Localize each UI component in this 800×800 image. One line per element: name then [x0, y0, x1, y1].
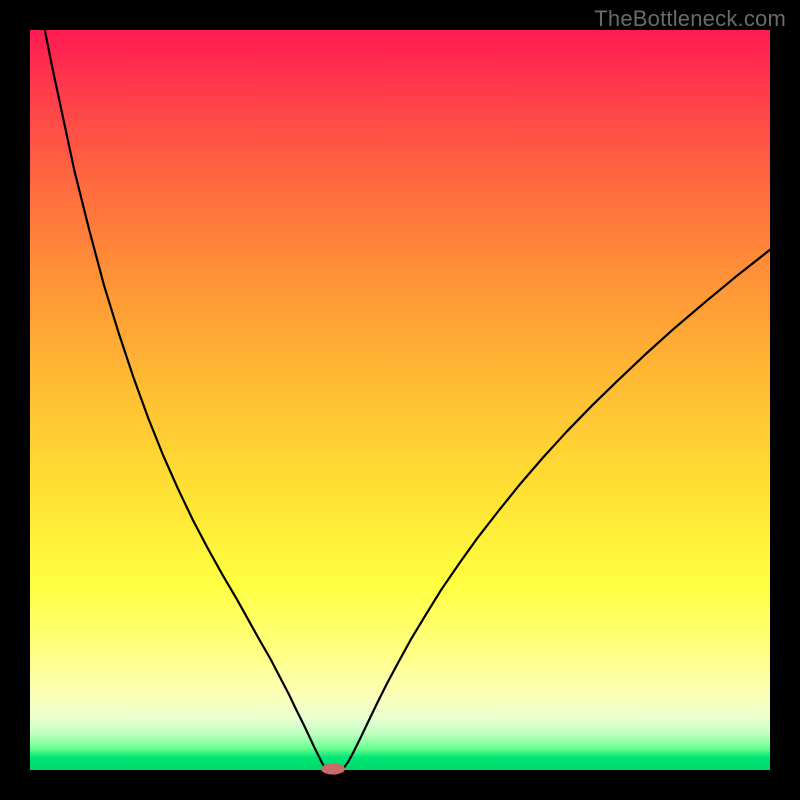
bottleneck-chart: [30, 30, 770, 770]
curve-layer: [30, 30, 770, 770]
minimum-marker: [321, 763, 345, 774]
watermark: TheBottleneck.com: [594, 6, 786, 32]
bottleneck-curve: [45, 30, 770, 769]
